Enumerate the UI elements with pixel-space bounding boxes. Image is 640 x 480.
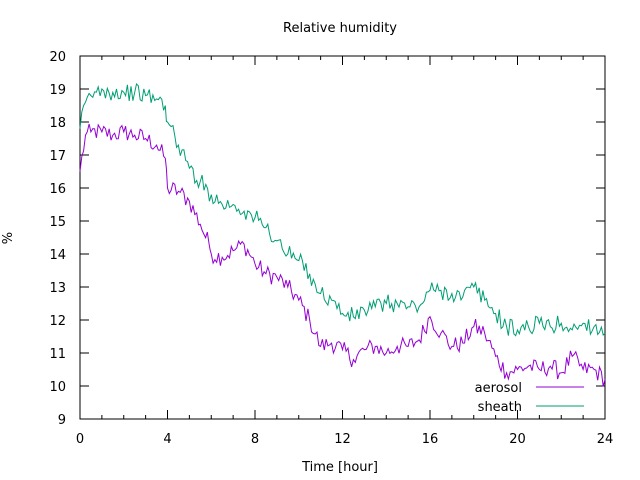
x-axis: 0 4 8 12 16 20 24 <box>76 56 613 447</box>
x-tick-label: 16 <box>422 432 439 447</box>
y-tick-label: 18 <box>49 116 66 131</box>
y-tick-label: 19 <box>49 83 66 98</box>
y-tick-label: 17 <box>49 149 66 164</box>
series-line-sheath <box>79 83 606 337</box>
plot-frame <box>79 55 606 420</box>
y-axis-label: % <box>1 232 16 244</box>
legend: aerosol sheath <box>475 381 584 415</box>
legend-label: sheath <box>478 400 522 415</box>
series-line-aerosol <box>79 123 606 387</box>
y-tick-label: 10 <box>49 380 66 395</box>
y-tick-label: 9 <box>58 413 66 428</box>
y-tick-label: 11 <box>49 347 66 362</box>
x-tick-label: 24 <box>597 432 614 447</box>
y-axis: 9 10 11 12 13 14 15 16 17 18 19 20 <box>49 50 605 428</box>
x-tick-label: 0 <box>76 432 84 447</box>
y-tick-label: 12 <box>49 314 66 329</box>
x-axis-label: Time [hour] <box>301 460 378 475</box>
y-tick-label: 16 <box>49 182 66 197</box>
y-tick-label: 15 <box>49 215 66 230</box>
plot-border <box>79 55 606 420</box>
x-tick-label: 12 <box>334 432 351 447</box>
x-tick-label: 20 <box>509 432 526 447</box>
y-tick-label: 14 <box>49 248 66 263</box>
series-layer <box>79 83 606 387</box>
x-tick-label: 4 <box>163 432 171 447</box>
y-tick-label: 13 <box>49 281 66 296</box>
chart-title: Relative humidity <box>283 21 397 36</box>
legend-label: aerosol <box>475 381 522 396</box>
y-tick-label: 20 <box>49 50 66 65</box>
x-tick-label: 8 <box>251 432 259 447</box>
